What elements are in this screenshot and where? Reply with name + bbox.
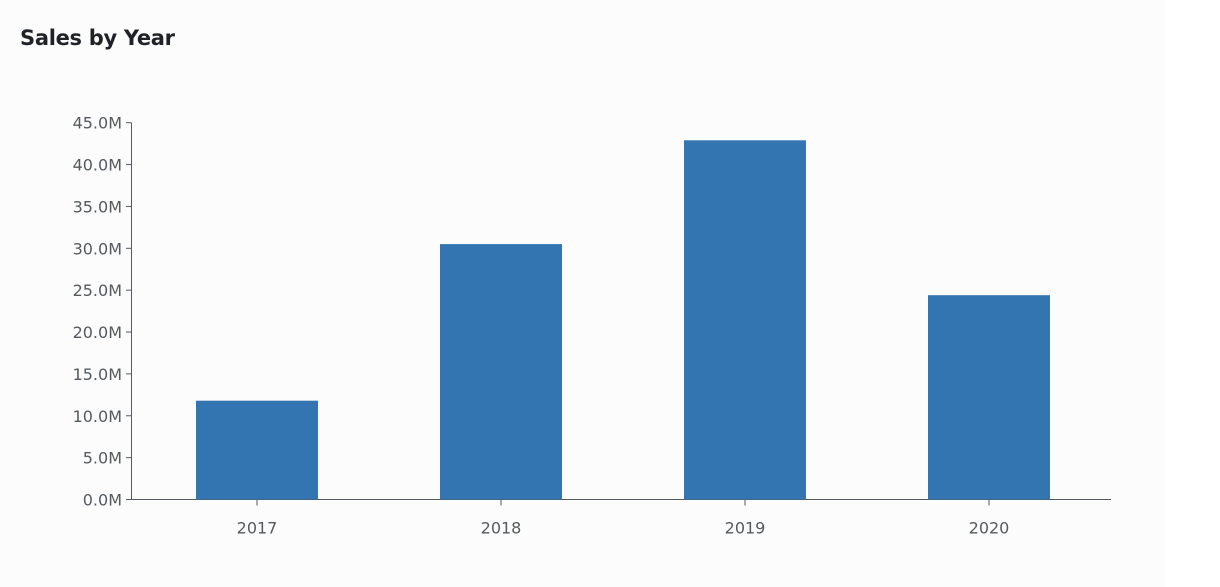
y-tick-label: 45.0M xyxy=(73,114,122,133)
x-tick-label: 2018 xyxy=(481,519,522,538)
chart-title: Sales by Year xyxy=(20,26,175,50)
y-tick-label: 5.0M xyxy=(83,449,122,468)
y-tick-label: 30.0M xyxy=(73,239,122,258)
chart-card: Sales by Year 0.0M 5.0M 10.0M 15.0M 20.0M 25.… xyxy=(20,26,1111,538)
bar-2018 xyxy=(440,244,562,500)
y-tick-label: 25.0M xyxy=(73,281,122,300)
y-tick-label: 35.0M xyxy=(73,197,122,216)
y-tick-label: 0.0M xyxy=(83,491,122,510)
x-tick-label: 2017 xyxy=(237,519,278,538)
bar-2019 xyxy=(684,140,806,500)
y-tick-label: 40.0M xyxy=(73,156,122,175)
x-tick-label: 2020 xyxy=(969,519,1010,538)
x-tick-label: 2019 xyxy=(725,519,766,538)
bar-2020 xyxy=(928,295,1050,500)
y-tick-label: 10.0M xyxy=(73,407,122,426)
bar-2017 xyxy=(196,400,318,500)
y-tick-label: 20.0M xyxy=(73,323,122,342)
y-tick-label: 15.0M xyxy=(73,365,122,384)
